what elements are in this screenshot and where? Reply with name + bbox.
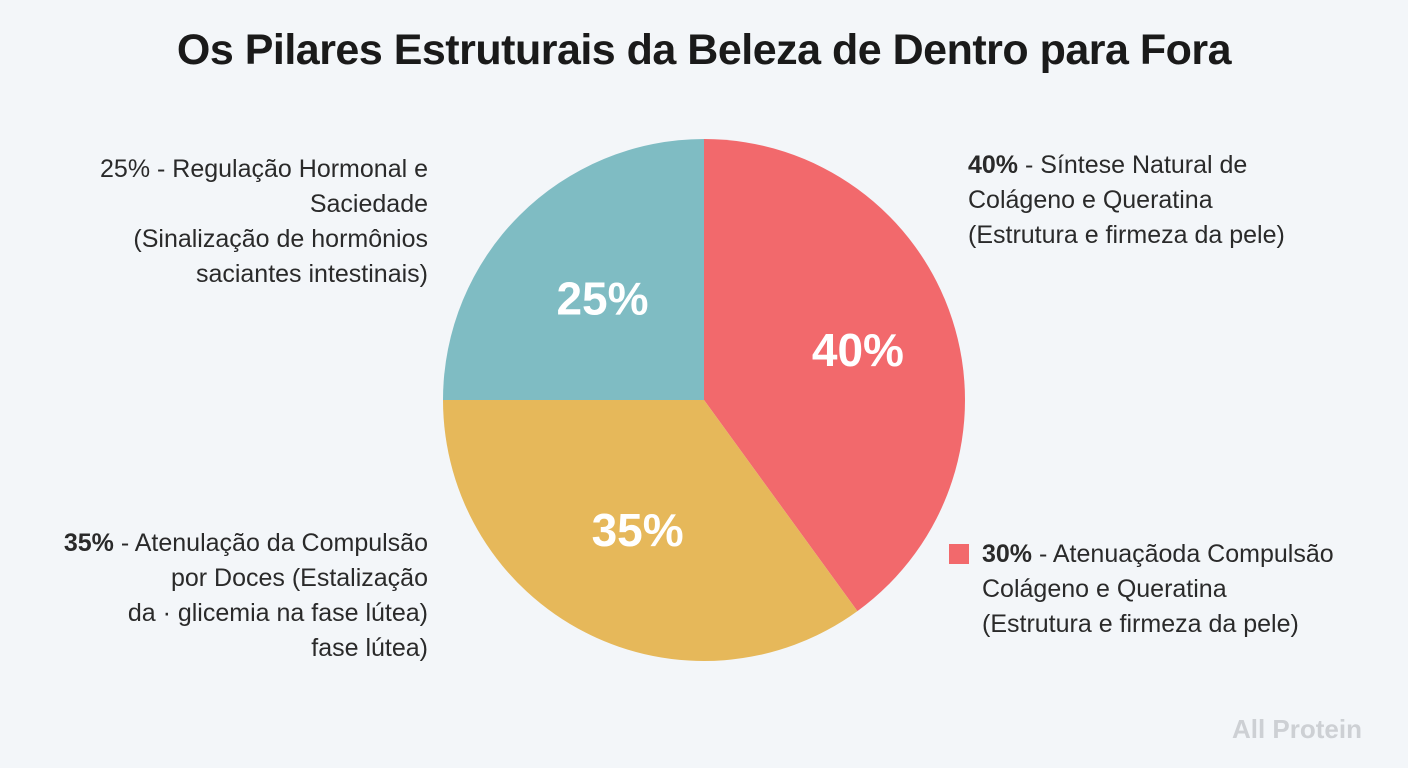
annotation-collagen: 40% - Síntese Natural de Colágeno e Quer… (968, 148, 1285, 253)
legend-line-3: (Estrutura e firmeza da pele) (982, 610, 1299, 638)
annotation-collagen-line-2: Colágeno e Queratina (968, 186, 1213, 214)
legend-line-2: Colágeno e Queratina (982, 575, 1227, 603)
pie-label-hormonal: 25% (556, 272, 648, 324)
watermark: All Protein (1231, 714, 1362, 744)
pie-label-collagen: 40% (812, 324, 904, 376)
legend-line-1: 30% - Atenuaçãoda Compulsão (982, 537, 1334, 572)
legend-pct: 30% (982, 540, 1033, 568)
annotation-compulsion-line-2: por Doces (Estalização (170, 564, 428, 592)
annotation-hormonal-line-3: (Sinalização de hormônios (133, 225, 428, 253)
annotation-collagen-text-1: - Síntese Natural de (1018, 151, 1248, 179)
annotation-collagen-pct: 40% (968, 151, 1019, 179)
annotation-hormonal-line-4: saciantes intestinais) (195, 260, 428, 288)
pie-slice-hormonal (443, 139, 704, 400)
annotation-hormonal-line-2: Saciedade (309, 190, 428, 218)
annotation-compulsion-line-1: 35% - Atenulação da Compulsão (64, 526, 428, 561)
annotation-hormonal-pct: 25% (100, 155, 151, 183)
legend-text-1: - Atenuaçãoda Compulsão (1032, 540, 1334, 568)
annotation-compulsion: 35% - Atenulação da Compulsão por Doces … (64, 526, 428, 666)
annotation-hormonal: 25% - Regulação Hormonal e Saciedade (Si… (100, 152, 428, 292)
pie-slice-compulsion (443, 400, 858, 661)
annotation-hormonal-text-1: - Regulação Hormonal e (150, 155, 428, 183)
chart-title: Os Pilares Estruturais da Beleza de Dent… (176, 26, 1232, 74)
legend-entry: 30% - Atenuaçãoda Compulsão Colágeno e Q… (982, 537, 1334, 642)
pie-label-compulsion: 35% (592, 504, 684, 556)
annotation-hormonal-line-1: 25% - Regulação Hormonal e (100, 152, 428, 187)
annotation-compulsion-line-3: da · glicemia na fase lútea) (127, 599, 428, 627)
pie-slice-collagen (704, 139, 965, 612)
annotation-compulsion-line-4: fase lútea) (311, 634, 428, 662)
annotation-collagen-line-1: 40% - Síntese Natural de (968, 148, 1285, 183)
legend-swatch (949, 544, 969, 564)
annotation-collagen-line-3: (Estrutura e firmeza da pele) (968, 221, 1285, 249)
annotation-compulsion-pct: 35% (63, 529, 114, 557)
annotation-compulsion-text-1: - Atenulação da Compulsão (113, 529, 428, 557)
